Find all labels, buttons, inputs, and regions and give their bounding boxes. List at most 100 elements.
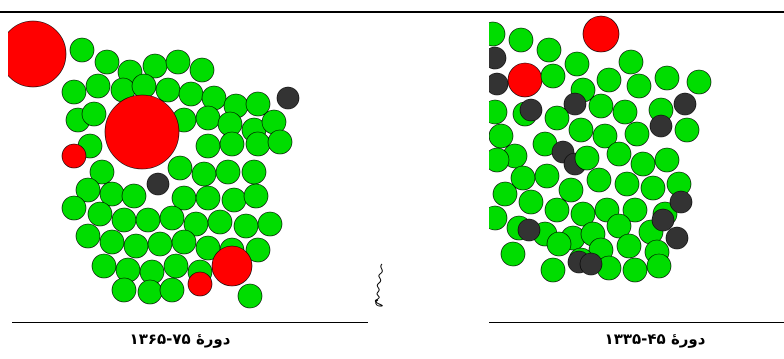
right-green-circle [544, 197, 570, 223]
left-green-circle [195, 133, 221, 159]
left-dark-circle [276, 86, 300, 110]
left-bottom-rule [12, 322, 368, 323]
right-green-circle [534, 163, 560, 189]
left-green-circle [163, 253, 189, 279]
left-green-circle [159, 277, 185, 303]
right-dark-circle [651, 208, 675, 232]
left-green-circle [137, 279, 163, 305]
left-red-circle [8, 20, 67, 88]
right-green-circle [586, 167, 612, 193]
right-dark-circle [489, 46, 507, 70]
left-green-circle [147, 231, 173, 257]
right-green-circle [624, 121, 650, 147]
left-green-circle [75, 177, 101, 203]
left-green-circle [121, 183, 147, 209]
left-green-circle [221, 187, 247, 213]
right-green-circle [568, 117, 594, 143]
right-green-circle [622, 197, 648, 223]
right-green-circle [592, 123, 618, 149]
right-green-circle [614, 171, 640, 197]
right-green-circle [626, 73, 652, 99]
right-green-circle [606, 213, 632, 239]
right-dark-circle [563, 92, 587, 116]
right-green-circle [489, 123, 514, 149]
right-dark-circle [517, 218, 541, 242]
left-green-circle [61, 195, 87, 221]
left-green-circle [257, 211, 283, 237]
left-green-circle [85, 73, 111, 99]
left-green-circle [237, 283, 263, 309]
left-red-circle [104, 94, 180, 170]
left-caption: دورهٔ ۷۵-۱۳۶۵ [129, 330, 231, 348]
right-green-circle [574, 145, 600, 171]
left-green-circle [189, 57, 215, 83]
right-green-circle [616, 233, 642, 259]
left-green-circle [87, 201, 113, 227]
right-red-circle [582, 15, 620, 53]
left-green-circle [111, 207, 137, 233]
right-diagram-panel [489, 14, 729, 310]
left-green-circle [241, 159, 267, 185]
right-green-circle [489, 99, 508, 125]
left-green-circle [245, 237, 271, 263]
right-green-circle [570, 201, 596, 227]
right-green-circle [508, 27, 534, 53]
right-green-circle [518, 189, 544, 215]
right-green-circle [686, 69, 712, 95]
left-green-circle [89, 159, 115, 185]
left-dark-circle [146, 172, 170, 196]
left-green-circle [131, 73, 157, 99]
right-green-circle [492, 181, 518, 207]
right-green-circle [544, 105, 570, 131]
left-red-circle [61, 143, 87, 169]
left-green-circle [165, 49, 191, 75]
left-green-circle [191, 161, 217, 187]
left-green-circle [178, 81, 204, 107]
right-green-circle [630, 151, 656, 177]
right-green-circle [536, 37, 562, 63]
right-green-circle [489, 205, 508, 231]
left-circle-cluster [8, 20, 300, 309]
left-green-circle [195, 185, 221, 211]
right-caption: دورهٔ ۴۵-۱۳۳۵ [604, 330, 706, 348]
right-green-circle [646, 253, 672, 279]
right-green-circle [618, 49, 644, 75]
right-red-circle [507, 62, 543, 98]
right-green-circle [622, 257, 648, 283]
left-green-circle [69, 37, 95, 63]
left-red-circle [211, 245, 253, 287]
left-diagram-panel [8, 14, 308, 310]
left-green-circle [81, 101, 107, 127]
right-green-circle [654, 65, 680, 91]
left-green-circle [171, 229, 197, 255]
right-green-circle [674, 117, 700, 143]
right-circle-cluster [489, 15, 712, 283]
left-green-circle [167, 155, 193, 181]
left-green-circle [135, 207, 161, 233]
right-green-circle [640, 175, 666, 201]
left-green-circle [61, 79, 87, 105]
left-green-circle [123, 233, 149, 259]
right-bottom-rule [489, 322, 784, 323]
left-green-circle [94, 49, 120, 75]
right-green-circle [540, 257, 566, 283]
right-green-circle [546, 231, 572, 257]
right-green-circle [588, 93, 614, 119]
left-green-circle [267, 129, 293, 155]
right-dark-circle [665, 226, 689, 250]
right-dark-circle [669, 190, 693, 214]
right-green-circle [606, 141, 632, 167]
top-rule [0, 11, 784, 13]
right-dark-circle [649, 114, 673, 138]
right-dark-circle [673, 92, 697, 116]
right-dark-circle [489, 72, 509, 96]
right-green-circle [558, 177, 584, 203]
left-green-circle [245, 91, 271, 117]
left-green-circle [219, 131, 245, 157]
left-red-circle [187, 271, 213, 297]
scribble-mark [368, 262, 396, 308]
left-green-circle [207, 209, 233, 235]
left-green-circle [245, 131, 271, 157]
left-green-circle [195, 105, 221, 131]
right-green-circle [612, 99, 638, 125]
